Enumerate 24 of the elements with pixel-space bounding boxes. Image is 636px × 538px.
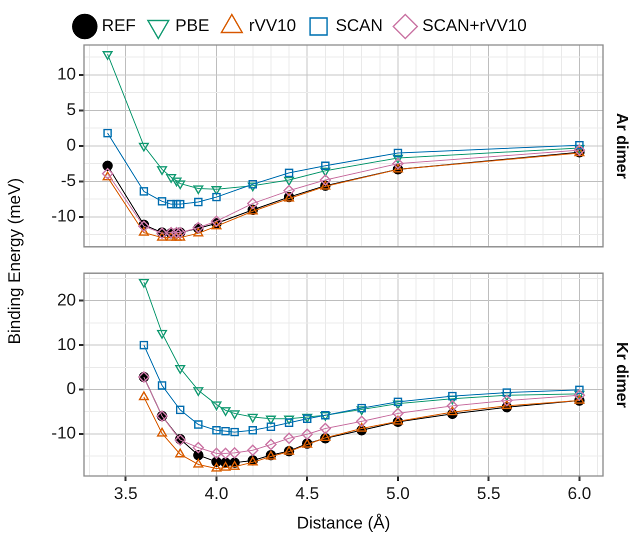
y-tick-label: 0 xyxy=(66,136,76,155)
y-tick-label: 10 xyxy=(57,64,76,84)
text: Kr dimer xyxy=(612,342,630,408)
x-tick-label: 5.0 xyxy=(386,484,410,503)
y-tick-label: 5 xyxy=(66,100,76,120)
x-axis-title: Distance (Å) xyxy=(296,513,390,532)
x-tick-label: 5.5 xyxy=(476,484,500,503)
legend-label: rVV10 xyxy=(248,16,296,36)
legend-label: SCAN+rVV10 xyxy=(422,16,527,36)
legend-label: REF xyxy=(102,16,136,36)
x-tick-label: 6.0 xyxy=(568,484,592,503)
y-tick-label: -10 xyxy=(51,424,76,443)
text: Ar dimer xyxy=(612,113,630,179)
x-tick-label: 4.5 xyxy=(295,484,320,503)
x-tick-label: 4.0 xyxy=(204,484,228,503)
y-tick-label: 0 xyxy=(66,379,76,398)
legend-label: SCAN xyxy=(336,16,383,36)
legend-label: PBE xyxy=(175,16,210,36)
x-tick-label: 3.5 xyxy=(114,484,138,503)
y-tick-label: 10 xyxy=(57,334,76,354)
y-tick-label: -5 xyxy=(60,171,76,190)
y-axis-title: Binding Energy (meV) xyxy=(5,178,25,344)
y-tick-label: -10 xyxy=(51,206,76,226)
y-tick-label: 20 xyxy=(57,290,76,310)
